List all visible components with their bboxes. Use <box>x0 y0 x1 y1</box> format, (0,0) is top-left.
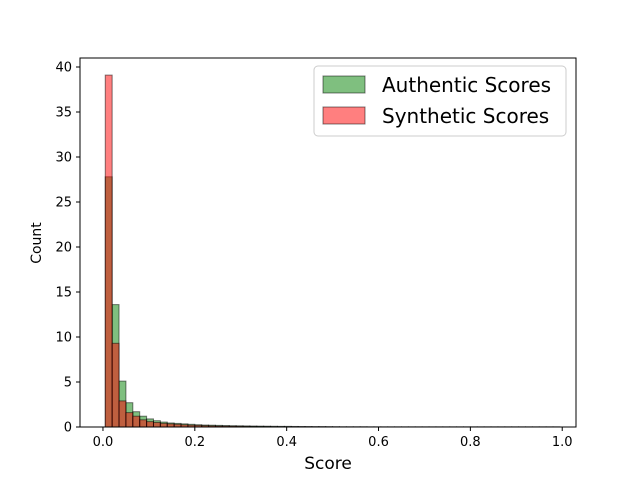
x-tick-label: 0.4 <box>276 435 297 450</box>
y-tick-label: 20 <box>55 241 72 256</box>
x-ticks: 0.0 0.2 0.4 0.6 0.8 1.0 <box>93 427 573 450</box>
bar-synthetic <box>152 422 161 428</box>
x-tick-label: 0.2 <box>184 435 205 450</box>
bar-synthetic <box>125 412 134 428</box>
legend-label-synthetic: Synthetic Scores <box>382 104 549 128</box>
y-tick-label: 35 <box>55 106 72 121</box>
bar-synthetic <box>146 421 154 428</box>
bar-synthetic <box>139 419 148 428</box>
y-tick-label: 25 <box>55 196 72 211</box>
y-axis-title: Count <box>29 222 45 264</box>
y-tick-label: 40 <box>55 61 72 76</box>
legend: Authentic Scores Synthetic Scores <box>313 65 567 137</box>
y-tick-label: 10 <box>55 331 72 346</box>
x-tick-label: 0.0 <box>93 435 114 450</box>
y-tick-label: 5 <box>64 376 72 391</box>
bar-synthetic <box>104 74 113 428</box>
legend-label-authentic: Authentic Scores <box>382 73 551 97</box>
x-axis-title: Score <box>304 454 352 474</box>
bar-synthetic <box>159 422 168 428</box>
bar-synthetic <box>111 342 120 428</box>
y-tick-label: 0 <box>64 421 72 436</box>
bar-synthetic <box>132 415 141 428</box>
legend-swatch-authentic <box>322 75 366 94</box>
x-tick-label: 0.8 <box>460 435 481 450</box>
y-tick-label: 30 <box>55 151 72 166</box>
legend-frame <box>313 65 567 137</box>
y-ticks: 0 5 10 15 20 25 30 35 40 <box>55 61 80 436</box>
bar-synthetic <box>118 400 127 428</box>
x-tick-label: 0.6 <box>368 435 389 450</box>
y-tick-label: 15 <box>55 286 72 301</box>
x-tick-label: 1.0 <box>552 435 573 450</box>
plot-frame <box>79 57 577 428</box>
legend-swatch-synthetic <box>322 106 366 125</box>
